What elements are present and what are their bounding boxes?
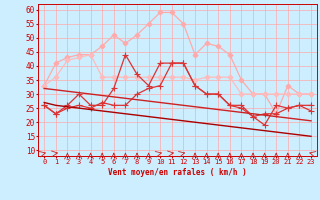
X-axis label: Vent moyen/en rafales ( km/h ): Vent moyen/en rafales ( km/h ) [108,168,247,177]
